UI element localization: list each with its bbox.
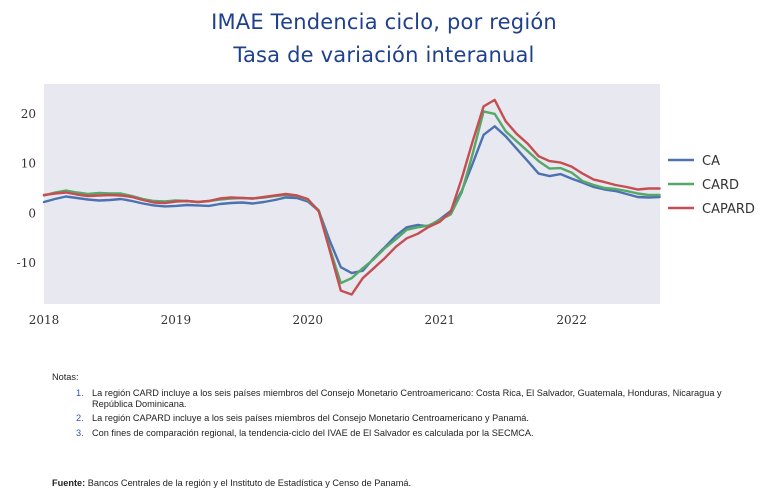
- notes-list: 1. La región CARD incluye a los seis paí…: [76, 388, 742, 439]
- source-text: Bancos Centrales de la región y el Insti…: [85, 478, 412, 488]
- legend-label-ca: CA: [702, 154, 720, 169]
- note-number: 1.: [76, 388, 84, 398]
- source-label: Fuente:: [52, 478, 86, 488]
- note-item: 2. La región CAPARD incluye a los seis p…: [76, 413, 742, 424]
- note-item: 3. Con fines de comparación regional, la…: [76, 427, 742, 439]
- plot-background: [44, 84, 660, 304]
- note-text: La región CARD incluye a los seis países…: [92, 388, 722, 410]
- y-tick-label: 20: [21, 107, 36, 121]
- y-tick-label: 0: [28, 206, 36, 220]
- line-chart: -10 0 10 20 2018 2019 2020 2021 2022 CA CARD CAPARD: [17, 84, 755, 327]
- series-line-capard: [42, 98, 661, 296]
- note-number: 2.: [76, 413, 84, 424]
- y-tick-label: 10: [21, 157, 36, 171]
- notes-label: Notas:: [52, 372, 79, 382]
- x-tick-label: 2019: [161, 313, 192, 327]
- note-item: 1. La región CARD incluye a los seis paí…: [76, 388, 742, 410]
- x-tick-label: 2020: [293, 313, 324, 327]
- legend-label-capard: CAPARD: [702, 202, 755, 217]
- x-tick-label: 2022: [556, 313, 587, 327]
- chart-title: IMAE Tendencia ciclo, por región: [211, 10, 557, 34]
- x-tick-label: 2018: [29, 313, 60, 327]
- note-text: La región CAPARD incluye a los seis país…: [92, 413, 529, 424]
- note-text: Con fines de comparación regional, la te…: [92, 427, 534, 438]
- y-tick-label: -10: [17, 256, 36, 270]
- notes-section: Notas: 1. La región CARD incluye a los s…: [52, 372, 742, 442]
- note-number: 3.: [76, 427, 84, 438]
- x-tick-label: 2021: [424, 313, 455, 327]
- chart-subtitle: Tasa de variación interanual: [233, 43, 535, 67]
- legend-label-card: CARD: [702, 178, 739, 193]
- source-line: Fuente: Bancos Centrales de la región y …: [52, 478, 411, 488]
- series-line-ca: [42, 125, 661, 275]
